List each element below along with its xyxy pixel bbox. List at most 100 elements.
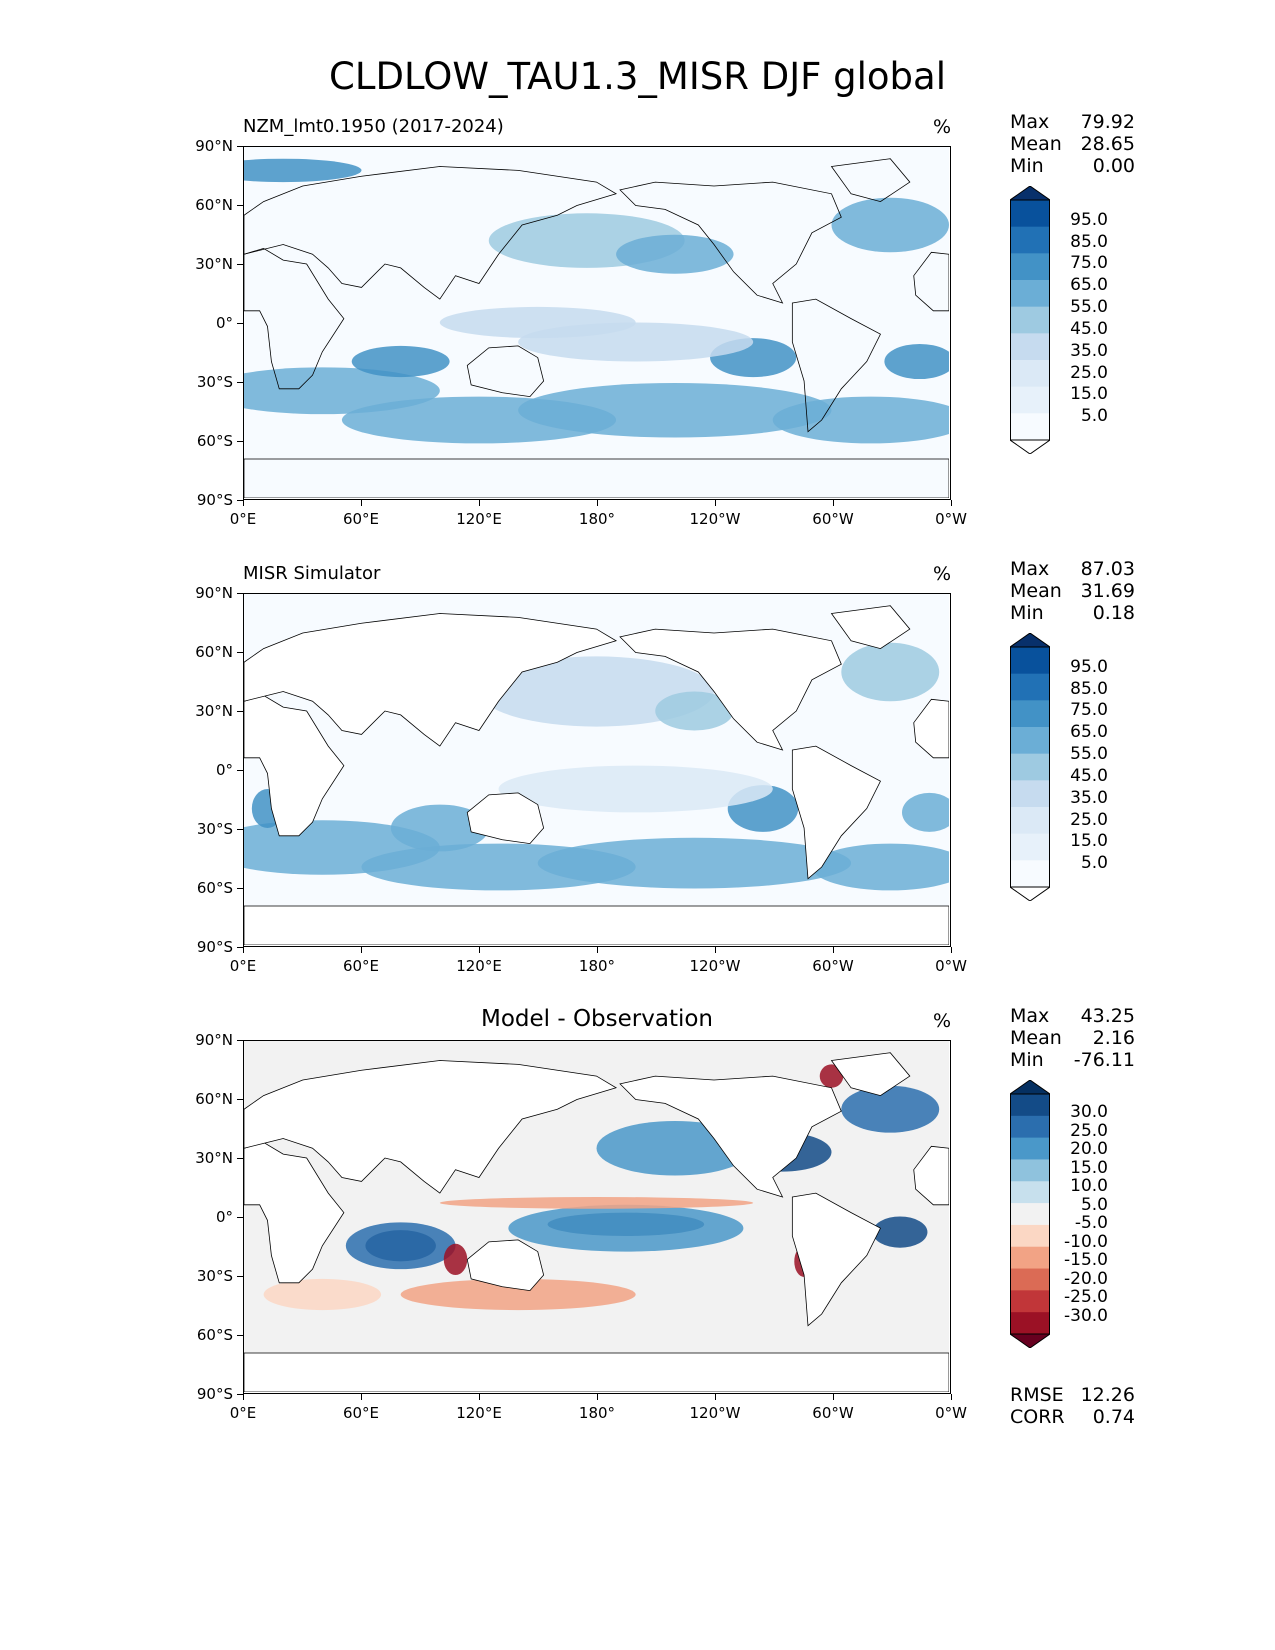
panel-2-lon-tick: 120°E [456, 957, 502, 975]
panel-1-colorbar-label: 35.0 [1070, 340, 1108, 361]
field-contour [479, 656, 714, 727]
panel-3-colorbar-label: -25.0 [1064, 1287, 1108, 1308]
panel-1-lon-tick: 60°E [342, 510, 380, 528]
panel-3-stat-mean: Mean 2.16 [1010, 1027, 1135, 1049]
panel-3-stat-rmse: RMSE 12.26 [1010, 1384, 1135, 1406]
panel-3-lat-tick-mark [237, 1099, 243, 1100]
panel-2-lon-tick-mark [715, 947, 716, 953]
panel-2-stat-min: Min 0.18 [1010, 602, 1135, 624]
panel-3-colorbar-label: -20.0 [1064, 1268, 1108, 1289]
coastline [619, 181, 842, 304]
colorbar-segment [1010, 807, 1050, 835]
panel-3-lon-tick-mark [361, 1394, 362, 1400]
stat-name: Min [1010, 602, 1044, 624]
stat-name: Max [1010, 1005, 1050, 1027]
colorbar-segment [1010, 386, 1050, 414]
colorbar-extend-top [1008, 185, 1052, 201]
colorbar-segment [1010, 200, 1050, 228]
panel-1-lon-tick: 180° [578, 510, 616, 528]
panel-3-lat-tick-mark [237, 1158, 243, 1159]
panel-2-lat-tick-mark [237, 593, 243, 594]
coastline [830, 158, 911, 203]
panel-3-colorbar-label: -5.0 [1074, 1213, 1108, 1234]
colorbar-segment [1010, 780, 1050, 808]
colorbar-segment [1010, 1203, 1050, 1226]
coastline [244, 458, 949, 498]
panel-3-lon-tick-mark [479, 1394, 480, 1400]
panel-1-stat-max: Max 79.92 [1010, 111, 1135, 133]
panel-3-title: Model - Observation [480, 1006, 714, 1032]
field-contour [616, 234, 734, 274]
colorbar-segment [1010, 1181, 1050, 1204]
panel-2-unit: % [933, 563, 952, 585]
figure-title: CLDLOW_TAU1.3_MISR DJF global [329, 55, 946, 98]
panel-2-lon-tick: 0°E [229, 957, 257, 975]
field-contour [400, 1278, 636, 1311]
panel-3-lat-tick: 0° [215, 1208, 233, 1226]
coastline [244, 166, 618, 300]
coastline [913, 251, 949, 312]
panel-1-lon-tick-mark [597, 500, 598, 506]
panel-1-lat-tick-mark [237, 146, 243, 147]
panel-2-colorbar-label: 55.0 [1070, 744, 1108, 765]
stat-value: 87.03 [1080, 558, 1135, 580]
panel-1-lat-tick-mark [237, 441, 243, 442]
coastline [830, 1052, 911, 1097]
panel-1-stats: Max 79.92 Mean 28.65 Min 0.00 [1010, 111, 1135, 177]
panel-1-lat-tick: 90°N [195, 137, 233, 155]
panel-2-lon-tick: 60°E [342, 957, 380, 975]
field-contour [537, 837, 852, 889]
colorbar-outline [1010, 646, 1050, 888]
colorbar-segment [1010, 1094, 1050, 1117]
panel-2-lat-tick-mark [237, 652, 243, 653]
panel-3-lon-tick: 0°W [935, 1404, 967, 1422]
stat-value: 43.25 [1080, 1005, 1135, 1027]
panel-3-lon-tick-mark [715, 1394, 716, 1400]
colorbar-segment [1010, 306, 1050, 334]
field-contour [390, 804, 489, 852]
panel-2-colorbar-label: 85.0 [1070, 678, 1108, 699]
panel-2-lon-tick-mark [361, 947, 362, 953]
coastline [244, 694, 345, 837]
panel-3-lon-tick: 60°W [812, 1404, 854, 1422]
panel-3-unit: % [933, 1010, 952, 1032]
panel-2-colorbar-label: 65.0 [1070, 722, 1108, 743]
colorbar-segment [1010, 727, 1050, 755]
colorbar-segment [1010, 1224, 1050, 1248]
panel-3-map [243, 1040, 951, 1394]
panel-3-lon-tick-mark [243, 1394, 244, 1400]
panel-3-lon-tick: 180° [578, 1404, 616, 1422]
field-contour [811, 843, 949, 891]
colorbar-extend-bottom [1008, 1333, 1052, 1349]
coastline [619, 628, 842, 751]
stat-value: 12.26 [1080, 1384, 1135, 1406]
panel-2-lon-tick: 120°W [689, 957, 741, 975]
panel-1-lat-tick-mark [237, 382, 243, 383]
panel-3-colorbar-label: -15.0 [1064, 1250, 1108, 1271]
panel-1-lon-tick: 120°W [689, 510, 741, 528]
coastline [830, 605, 911, 650]
panel-1-lat-tick-mark [237, 500, 243, 501]
stat-value: 2.16 [1092, 1027, 1135, 1049]
panel-3-colorbar-label: 30.0 [1070, 1102, 1108, 1123]
panel-3-lat-tick: 60°N [195, 1090, 233, 1108]
stat-value: -76.11 [1073, 1049, 1135, 1071]
colorbar-extend-bottom [1008, 439, 1052, 455]
coastline [466, 1239, 545, 1292]
coastline [244, 1141, 345, 1284]
colorbar-segment [1010, 1115, 1050, 1139]
panel-2-lon-tick-mark [833, 947, 834, 953]
panel-2-lon-tick-mark [243, 947, 244, 953]
panel-1-colorbar-label: 75.0 [1070, 253, 1108, 274]
stat-name: Mean [1010, 580, 1062, 602]
panel-1-map [243, 146, 951, 500]
coastline [244, 1060, 618, 1194]
panel-2-lat-tick-mark [237, 888, 243, 889]
panel-2-lat-tick: 0° [215, 761, 233, 779]
panel-3-lon-tick: 0°E [229, 1404, 257, 1422]
panel-2-lon-tick-mark [951, 947, 952, 953]
panel-3-lat-tick-mark [237, 1217, 243, 1218]
panel-1-lon-tick-mark [243, 500, 244, 506]
panel-1-lat-tick: 0° [215, 314, 233, 332]
panel-1-lon-tick-mark [951, 500, 952, 506]
